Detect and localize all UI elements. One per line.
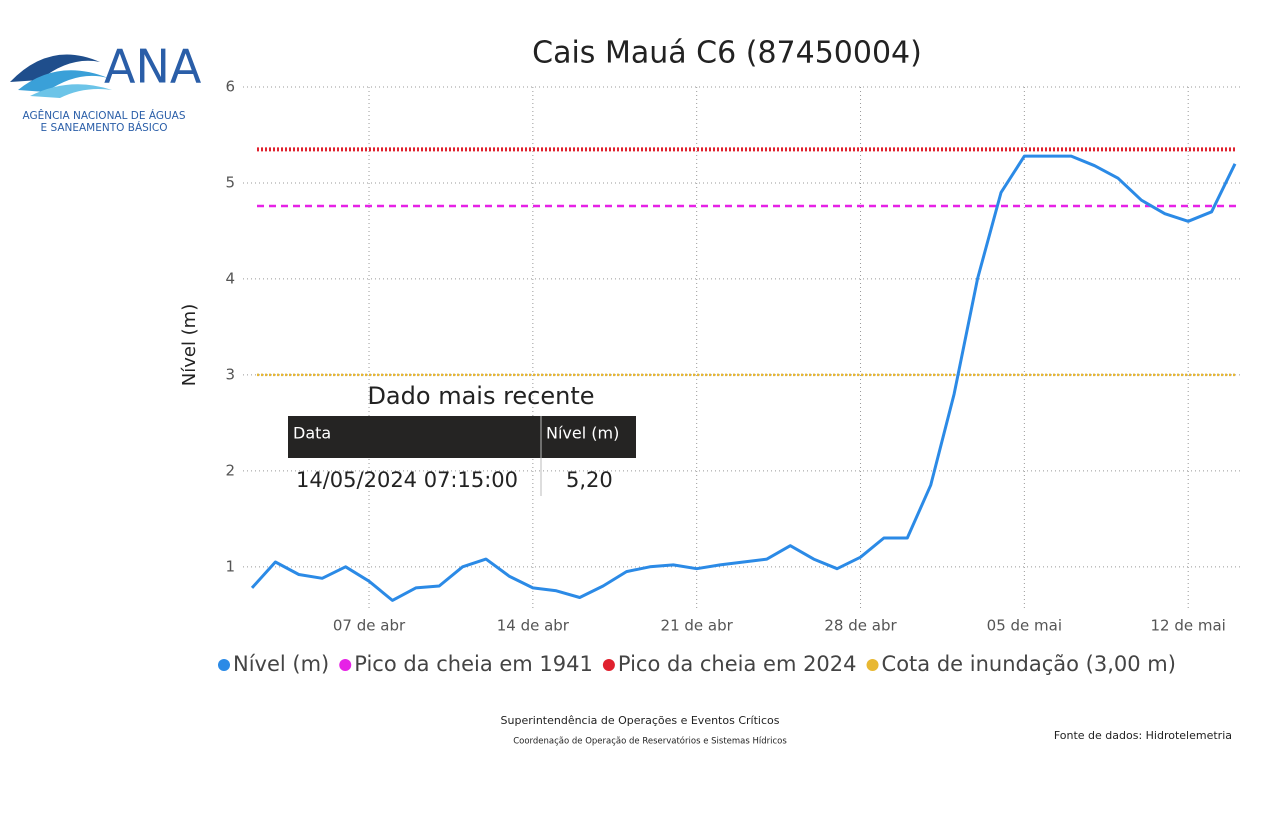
table-header-cell: Nível (m) <box>546 424 619 443</box>
y-tick-label: 5 <box>225 173 235 191</box>
x-tick-label: 07 de abr <box>333 617 406 635</box>
y-tick-label: 6 <box>225 78 235 96</box>
table-title: Dado mais recente <box>367 382 594 410</box>
data-line <box>250 154 1237 602</box>
logo-name: ANA <box>104 40 202 94</box>
legend-label: Nível (m) <box>233 652 329 676</box>
y-axis-label: Nível (m) <box>179 304 200 387</box>
x-tick-label: 14 de abr <box>497 617 570 635</box>
table-header <box>288 416 636 458</box>
logo-line: AGÊNCIA NACIONAL DE ÁGUAS <box>22 109 185 122</box>
y-tick-label: 3 <box>225 365 235 383</box>
legend-label: Pico da cheia em 1941 <box>354 652 593 676</box>
legend-marker <box>218 659 230 671</box>
table-cell: 5,20 <box>566 468 613 492</box>
logo-wave <box>18 70 108 92</box>
x-tick-label: 12 de mai <box>1151 617 1226 635</box>
logo: ANA AGÊNCIA NACIONAL DE ÁGUAS E SANEAMEN… <box>10 40 202 134</box>
legend-marker <box>866 659 879 671</box>
legend-marker <box>602 659 615 671</box>
table-header-cell: Data <box>293 424 331 443</box>
chart-title: Cais Mauá C6 (87450004) <box>532 36 922 71</box>
y-tick-label: 2 <box>225 461 235 479</box>
legend-marker <box>339 659 352 671</box>
x-tick-label: 21 de abr <box>661 617 734 635</box>
y-tick-label: 1 <box>225 557 235 575</box>
footer-text: Coordenação de Operação de Reservatórios… <box>513 736 787 747</box>
x-tick-label: 28 de abr <box>824 617 897 635</box>
footer-text: Superintendência de Operações e Eventos … <box>501 714 780 727</box>
table-cell: 14/05/2024 07:15:00 <box>296 468 518 492</box>
x-tick-label: 05 de mai <box>987 617 1062 635</box>
legend-label: Cota de inundação (3,00 m) <box>882 652 1176 676</box>
logo-line: E SANEAMENTO BÁSICO <box>41 121 168 134</box>
legend-label: Pico da cheia em 2024 <box>618 652 857 676</box>
logo-wave <box>10 54 100 82</box>
logo-wave <box>30 84 112 98</box>
footer-source: Fonte de dados: Hidrotelemetria <box>1054 729 1232 742</box>
y-tick-label: 4 <box>225 269 235 287</box>
